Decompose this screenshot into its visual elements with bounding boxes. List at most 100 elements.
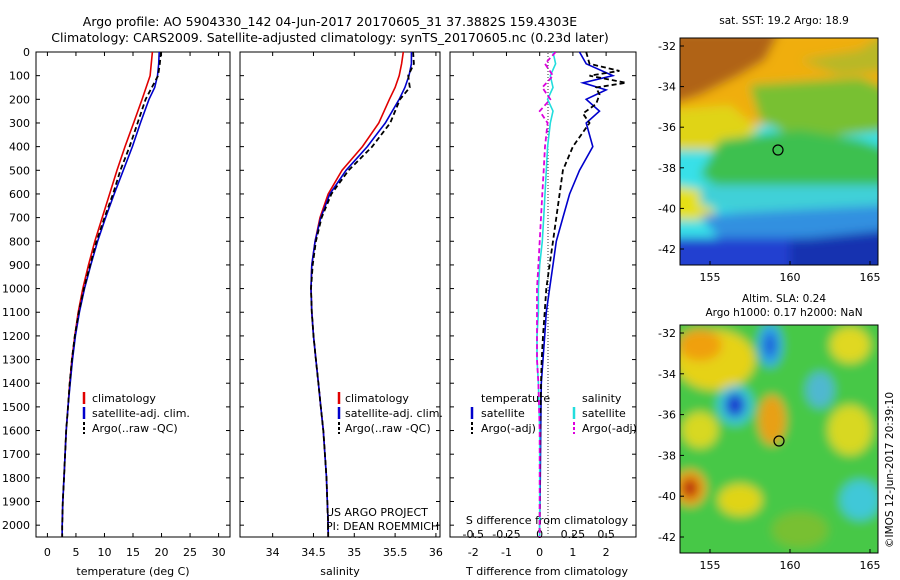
s-difference-axis-label: S difference from climatology bbox=[466, 514, 629, 527]
map-y-tick-label: -42 bbox=[658, 531, 676, 544]
legend-s-satellite: satellite bbox=[582, 407, 626, 420]
difference-legend: temperature salinity satellite Argo(-adj… bbox=[470, 392, 637, 435]
depth-axis: 0 100 200 300 400 500 600 700 800 900 1000 1100 1200… bbox=[2, 46, 636, 532]
argo-location-marker bbox=[773, 435, 785, 447]
map-y-tick-label: -34 bbox=[658, 368, 676, 381]
depth-tick-label: 1200 bbox=[2, 330, 30, 343]
s-diff-tick-label: -0.25 bbox=[492, 528, 520, 541]
depth-tick-label: 1100 bbox=[2, 306, 30, 319]
legend-t-satellite: satellite bbox=[481, 407, 525, 420]
sst-map-frame bbox=[679, 37, 879, 266]
map-x-tick-label: 160 bbox=[780, 559, 801, 572]
x-tick-label: 1 bbox=[569, 546, 576, 559]
depth-tick-label: 300 bbox=[9, 117, 30, 130]
map-y-tick-label: -36 bbox=[658, 409, 676, 422]
t-difference-axis-label: T difference from climatology bbox=[465, 565, 628, 578]
sla-map-axes: -32 -34 -36 -38 -40 -42 155 160 165 bbox=[658, 327, 880, 572]
map-y-tick-label: -38 bbox=[658, 449, 676, 462]
imos-watermark: ©IMOS 12-Jun-2017 20:39:10 bbox=[884, 392, 896, 548]
map-y-tick-label: -32 bbox=[658, 40, 676, 53]
series-argo-raw-qc bbox=[61, 52, 162, 537]
map-x-tick-label: 165 bbox=[860, 559, 881, 572]
sla-map-frame bbox=[679, 324, 879, 554]
argo-location-marker bbox=[772, 144, 784, 156]
depth-tick-label: 900 bbox=[9, 259, 30, 272]
sla-map bbox=[680, 325, 878, 553]
legend-t-argo: Argo(-adj) bbox=[481, 422, 536, 435]
legend-satellite: satellite-adj. clim. bbox=[92, 407, 190, 420]
x-tick-label: 15 bbox=[126, 546, 140, 559]
series-satellite-adj-clim bbox=[310, 52, 413, 537]
x-tick-label: 34 bbox=[266, 546, 280, 559]
temperature-legend: climatology satellite-adj. clim. Argo(..… bbox=[82, 392, 190, 435]
temperature-profile-lines bbox=[61, 52, 162, 537]
difference-panel bbox=[449, 51, 637, 538]
legend-salinity-heading: salinity bbox=[582, 392, 622, 405]
salinity-legend: climatology satellite-adj. clim. Argo(..… bbox=[337, 392, 443, 435]
depth-tick-label: 200 bbox=[9, 93, 30, 106]
map-y-tick-label: -32 bbox=[658, 327, 676, 340]
legend-temperature-heading: temperature bbox=[481, 392, 550, 405]
salinity-axis-label: salinity bbox=[320, 565, 360, 578]
map-x-tick-label: 165 bbox=[860, 271, 881, 284]
difference-profile-lines bbox=[536, 52, 627, 537]
x-tick-label: 0 bbox=[536, 546, 543, 559]
depth-tick-label: 1900 bbox=[2, 496, 30, 509]
header-line-2: Climatology: CARS2009. Satellite-adjuste… bbox=[51, 30, 608, 45]
map-y-tick-label: -36 bbox=[658, 121, 676, 134]
sla-map-title-1: Altim. SLA: 0.24 bbox=[742, 293, 826, 305]
credit-project: US ARGO PROJECT bbox=[326, 506, 428, 519]
depth-tick-label: 1500 bbox=[2, 401, 30, 414]
t-difference-x-axis: -2 -1 0 1 2 bbox=[468, 52, 610, 559]
credit-pi: PI: DEAN ROEMMICH bbox=[326, 520, 439, 533]
x-tick-label: 5 bbox=[72, 546, 79, 559]
depth-tick-label: 100 bbox=[9, 70, 30, 83]
sst-map-axes: -32 -34 -36 -38 -40 -42 155 160 165 bbox=[658, 40, 880, 284]
series-t-argo-adj bbox=[538, 52, 627, 537]
x-tick-label: 0 bbox=[44, 546, 51, 559]
depth-tick-label: 1400 bbox=[2, 377, 30, 390]
x-tick-label: 30 bbox=[212, 546, 226, 559]
x-tick-label: -1 bbox=[501, 546, 512, 559]
depth-tick-label: 700 bbox=[9, 212, 30, 225]
map-y-tick-label: -38 bbox=[658, 162, 676, 175]
legend-argo: Argo(..raw -QC) bbox=[92, 422, 178, 435]
legend-climatology: climatology bbox=[345, 392, 409, 405]
depth-tick-label: 1000 bbox=[2, 283, 30, 296]
series-s-satellite bbox=[536, 52, 557, 537]
depth-tick-label: 1600 bbox=[2, 425, 30, 438]
map-x-tick-label: 155 bbox=[700, 559, 721, 572]
legend-s-argo: Argo(-adj) bbox=[582, 422, 637, 435]
x-tick-label: 20 bbox=[155, 546, 169, 559]
map-y-tick-label: -40 bbox=[658, 202, 676, 215]
legend-satellite: satellite-adj. clim. bbox=[345, 407, 443, 420]
x-tick-label: 35.5 bbox=[383, 546, 408, 559]
salinity-profile-lines bbox=[310, 52, 415, 537]
depth-tick-label: 1800 bbox=[2, 472, 30, 485]
x-tick-label: 34.5 bbox=[301, 546, 326, 559]
s-diff-tick-label: 0.5 bbox=[597, 528, 615, 541]
x-tick-label: -2 bbox=[468, 546, 479, 559]
x-tick-label: 10 bbox=[97, 546, 111, 559]
sst-map bbox=[680, 38, 878, 265]
depth-tick-label: 800 bbox=[9, 235, 30, 248]
x-tick-label: 36 bbox=[429, 546, 443, 559]
depth-tick-label: 400 bbox=[9, 141, 30, 154]
sla-map-title-2: Argo h1000: 0.17 h2000: NaN bbox=[705, 307, 862, 319]
depth-tick-label: 1300 bbox=[2, 354, 30, 367]
map-y-tick-label: -40 bbox=[658, 490, 676, 503]
temperature-panel bbox=[35, 51, 231, 538]
sst-map-title: sat. SST: 19.2 Argo: 18.9 bbox=[719, 15, 849, 27]
series-argo-raw-qc bbox=[310, 52, 415, 537]
depth-tick-label: 2000 bbox=[2, 519, 30, 532]
map-x-tick-label: 160 bbox=[780, 271, 801, 284]
legend-climatology: climatology bbox=[92, 392, 156, 405]
map-x-tick-label: 155 bbox=[700, 271, 721, 284]
s-diff-tick-label: -0.5 bbox=[463, 528, 484, 541]
x-tick-label: 25 bbox=[183, 546, 197, 559]
depth-tick-label: 1700 bbox=[2, 448, 30, 461]
x-tick-label: 2 bbox=[603, 546, 610, 559]
temperature-axis-label: temperature (deg C) bbox=[76, 565, 189, 578]
salinity-x-axis: 34 34.5 35 35.5 36 bbox=[266, 52, 443, 559]
